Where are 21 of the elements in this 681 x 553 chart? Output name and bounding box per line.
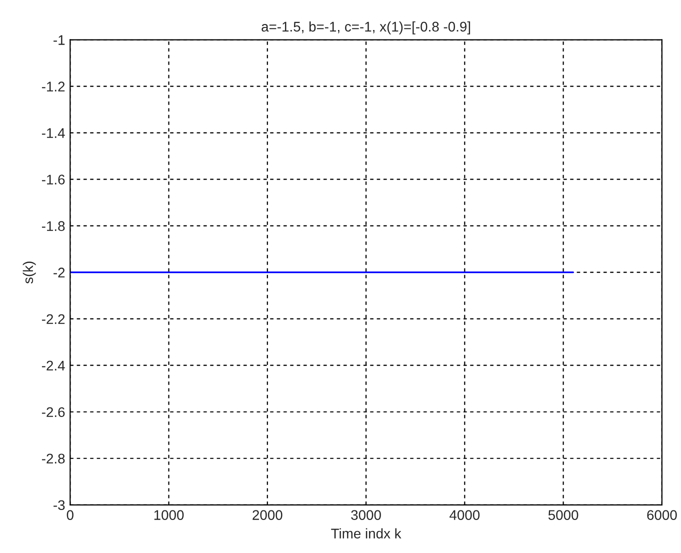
y-tick-label: -1 — [54, 35, 65, 45]
x-tick-label: 5000 — [548, 510, 578, 520]
x-tick-label: 6000 — [647, 510, 677, 520]
x-tick-label: 2000 — [252, 510, 282, 520]
x-tick-label: 1000 — [154, 510, 184, 520]
y-tick-label: -2.8 — [42, 454, 65, 464]
y-tick-label: -2 — [54, 268, 65, 278]
x-axis-title: Time indx k — [331, 528, 402, 538]
y-tick-label: -2.2 — [42, 314, 65, 324]
x-tick-label: 0 — [66, 510, 74, 520]
y-axis-title: s(k) — [22, 262, 36, 284]
y-tick-label: -3 — [54, 500, 65, 510]
y-tick-label: -1.8 — [42, 221, 65, 232]
y-tick-label: -1.2 — [42, 82, 65, 92]
y-tick-label: -2.4 — [42, 360, 65, 370]
chart-title: a=-1.5, b=-1, c=-1, x(1)=[-0.8 -0.9] — [262, 21, 470, 34]
y-tick-label: -2.6 — [42, 407, 65, 418]
x-tick-label: 3000 — [351, 510, 381, 520]
y-tick-label: -1.4 — [42, 128, 65, 138]
y-tick-label: -1.6 — [42, 174, 65, 185]
x-tick-label: 4000 — [450, 510, 480, 520]
